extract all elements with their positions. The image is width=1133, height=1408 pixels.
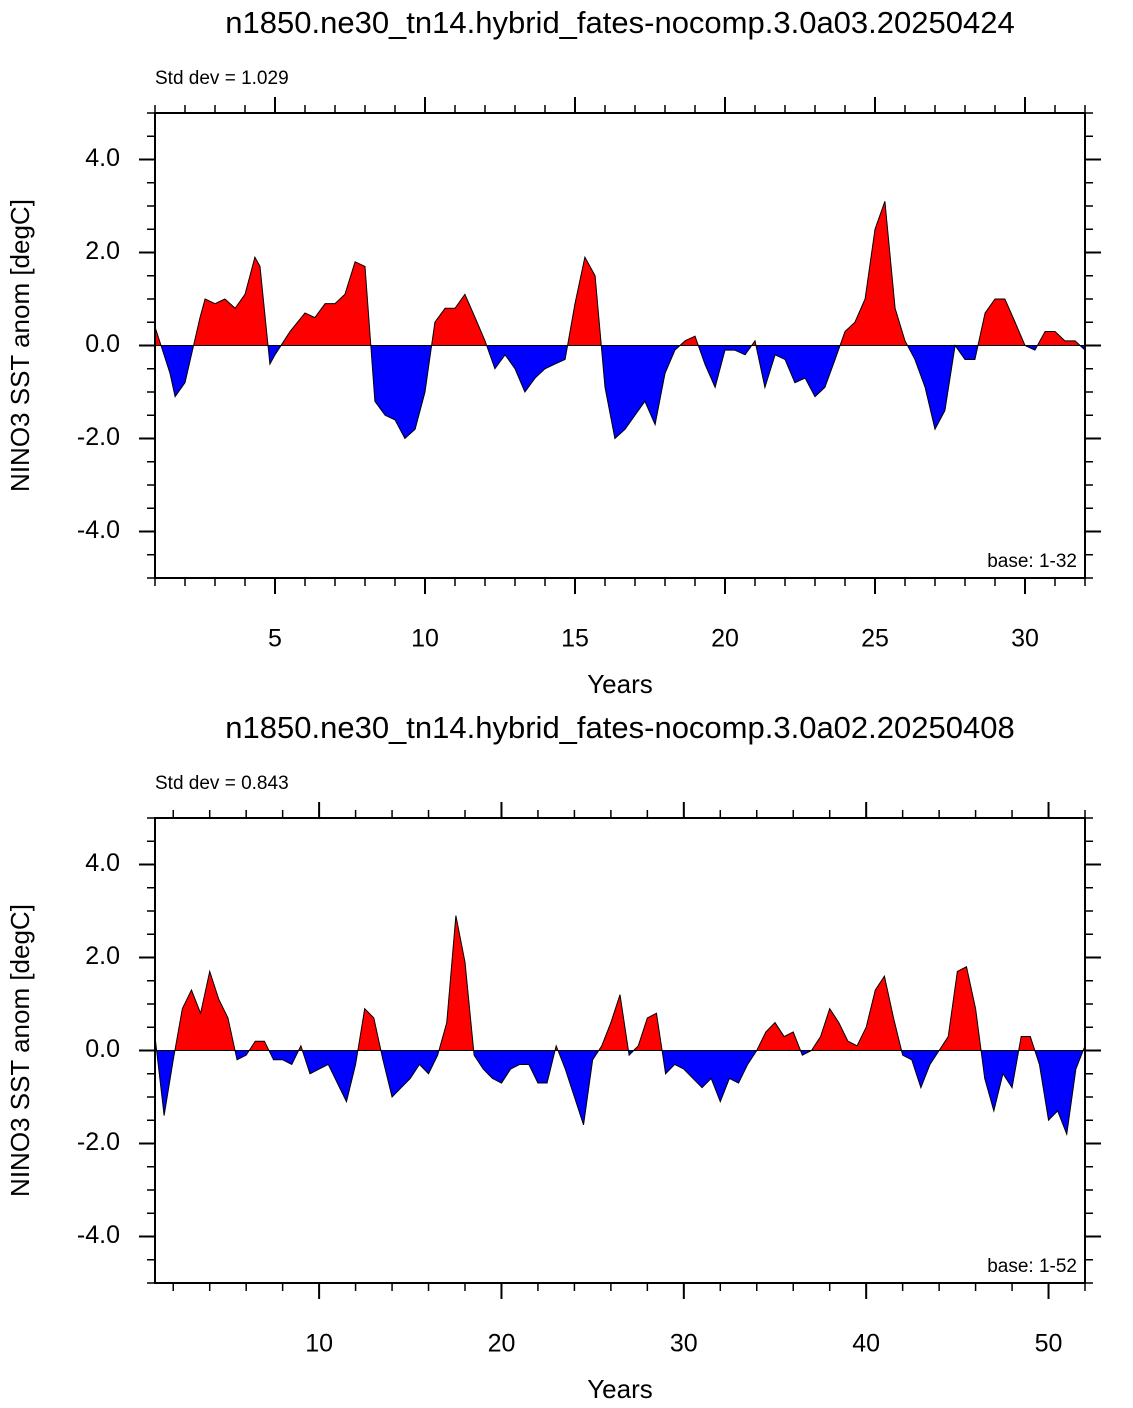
x-tick-label: 20 [711, 625, 739, 653]
x-tick-label: 10 [411, 625, 439, 653]
y-tick-label: 2.0 [85, 942, 120, 970]
y-tick-label: 4.0 [85, 849, 120, 877]
y-tick-label: -2.0 [77, 1128, 120, 1156]
panel: n1850.ne30_tn14.hybrid_fates-nocomp.3.0a… [5, 710, 1101, 1404]
y-tick-label: -4.0 [77, 1221, 120, 1249]
y-tick-label: 0.0 [85, 330, 120, 358]
anomaly-line [154, 915, 1086, 1137]
x-tick-label: 50 [1035, 1330, 1063, 1358]
y-tick-label: 2.0 [85, 237, 120, 265]
subtitle: Std dev = 0.843 [155, 773, 289, 794]
x-tick-label: 30 [1011, 625, 1039, 653]
y-tick-label: 0.0 [85, 1035, 120, 1063]
x-tick-label: 5 [268, 625, 282, 653]
x-tick-label: 15 [561, 625, 589, 653]
annotation: base: 1-32 [987, 551, 1077, 572]
x-tick-label: 20 [488, 1330, 516, 1358]
x-axis-label: Years [587, 1374, 653, 1404]
positive-area [155, 915, 1085, 1051]
x-tick-label: 10 [305, 1330, 333, 1358]
chart-title: n1850.ne30_tn14.hybrid_fates-nocomp.3.0a… [225, 710, 1014, 745]
y-axis-label: NINO3 SST anom [degC] [5, 199, 35, 492]
chart-title: n1850.ne30_tn14.hybrid_fates-nocomp.3.0a… [225, 5, 1014, 40]
panel: n1850.ne30_tn14.hybrid_fates-nocomp.3.0a… [5, 5, 1101, 699]
subtitle: Std dev = 1.029 [155, 68, 289, 89]
negative-area [155, 1050, 1085, 1135]
x-tick-label: 30 [670, 1330, 698, 1358]
y-axis-label: NINO3 SST anom [degC] [5, 904, 35, 1197]
x-tick-label: 25 [861, 625, 889, 653]
x-axis-label: Years [587, 669, 653, 699]
anomaly-line [154, 201, 1086, 440]
annotation: base: 1-52 [987, 1256, 1077, 1277]
y-tick-label: 4.0 [85, 144, 120, 172]
negative-area [155, 345, 1085, 439]
y-tick-label: -2.0 [77, 423, 120, 451]
y-tick-label: -4.0 [77, 516, 120, 544]
x-tick-label: 40 [852, 1330, 880, 1358]
positive-area [155, 201, 1085, 346]
